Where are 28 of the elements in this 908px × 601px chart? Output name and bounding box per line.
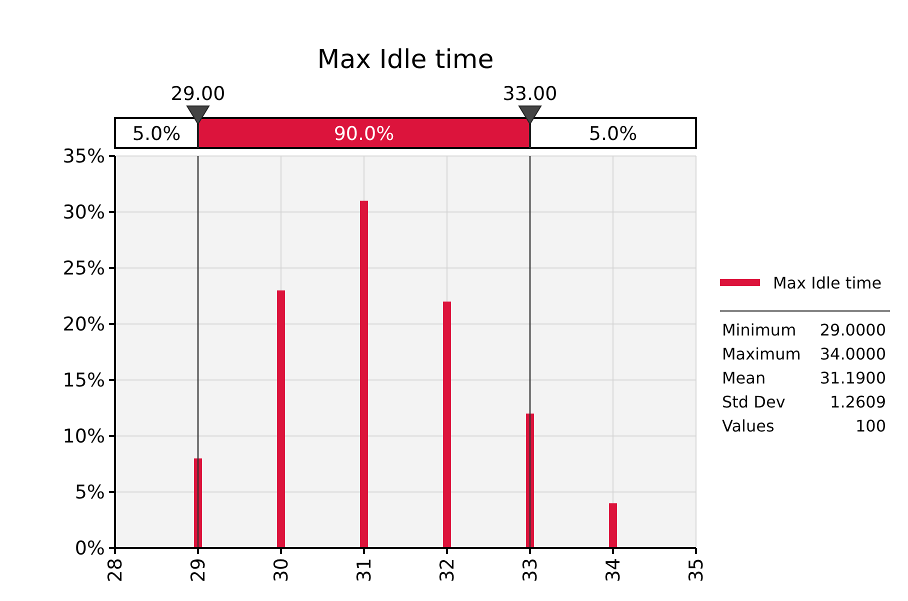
y-tick-label: 5% <box>74 482 105 504</box>
x-tick-label: 35 <box>686 558 708 582</box>
ref-line-label: 29.00 <box>170 83 226 105</box>
text: Maximum 34.0000 <box>722 344 886 364</box>
chart-title: Max Idle time <box>317 45 494 75</box>
x-tick-label: 34 <box>602 558 625 582</box>
y-tick-label: 25% <box>62 258 105 280</box>
x-tick-label: 31 <box>354 558 376 582</box>
text: 5.0% <box>588 123 638 145</box>
text: Minimum 29.0000 <box>722 320 886 340</box>
x-tick-label: 28 <box>104 558 127 582</box>
y-tick-label: 20% <box>62 314 105 336</box>
y-tick-label: 35% <box>62 146 105 168</box>
text: Mean 31.1900 <box>722 368 886 388</box>
x-tick-label: 30 <box>270 558 293 582</box>
y-tick-label: 10% <box>62 426 105 448</box>
x-tick-label: 29 <box>188 558 210 582</box>
text: 90.0% <box>334 123 394 145</box>
x-tick-label: 32 <box>436 558 459 582</box>
ref-line-label: 33.00 <box>502 83 558 105</box>
y-tick-label: 15% <box>62 370 105 392</box>
x-tick-label: 33 <box>520 558 542 582</box>
y-tick-label: 30% <box>62 202 105 224</box>
text: Values 100 <box>722 416 886 436</box>
text: 5.0% <box>132 123 181 145</box>
text: Std Dev 1.2609 <box>722 392 886 412</box>
y-tick-label: 0% <box>74 538 105 560</box>
legend-label: Max Idle time <box>773 274 882 293</box>
